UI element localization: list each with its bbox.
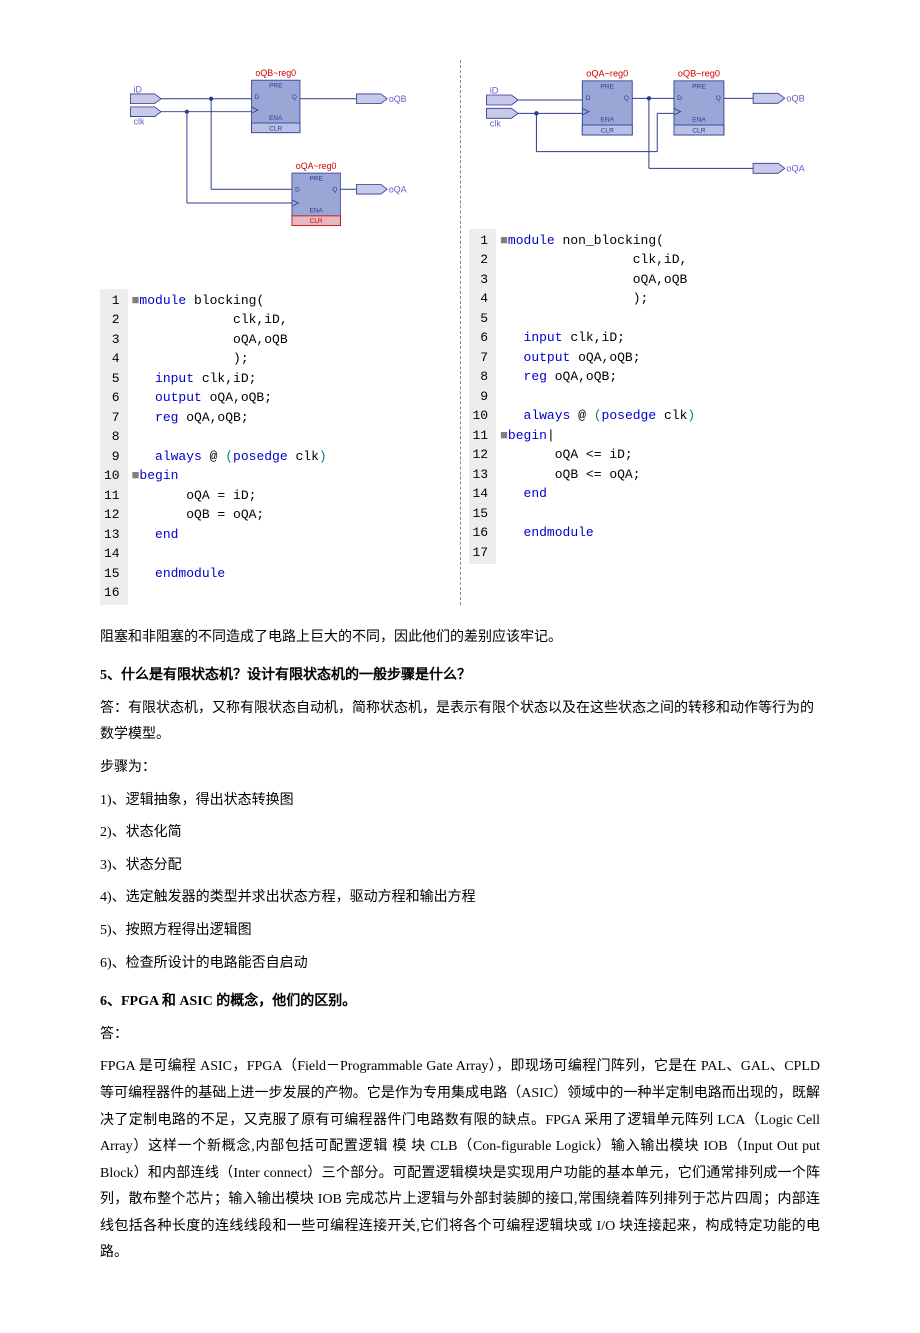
port-clk-r: clk bbox=[489, 119, 501, 129]
svg-text:ENA: ENA bbox=[309, 208, 323, 215]
port-iD-r: iD bbox=[489, 85, 498, 95]
svg-text:D: D bbox=[585, 95, 590, 102]
svg-text:Q: Q bbox=[332, 187, 337, 194]
svg-text:PRE: PRE bbox=[309, 175, 323, 182]
port-oQA-r: oQA bbox=[786, 164, 805, 174]
diagram-row: iD clk oQB~reg0 PRE D Q ENA CLR bbox=[100, 60, 820, 605]
svg-text:PRE: PRE bbox=[269, 82, 283, 89]
port-oQB: oQB bbox=[389, 94, 407, 104]
svg-text:PRE: PRE bbox=[600, 83, 614, 90]
svg-text:ENA: ENA bbox=[600, 117, 614, 124]
svg-text:D: D bbox=[255, 94, 260, 101]
svg-text:D: D bbox=[677, 95, 682, 102]
code-right-body: ■module non_blocking( clk,iD, oQA,oQB );… bbox=[496, 229, 820, 565]
column-divider bbox=[460, 60, 461, 605]
svg-text:D: D bbox=[295, 187, 300, 194]
svg-text:Q: Q bbox=[292, 94, 297, 101]
port-clk: clk bbox=[134, 117, 145, 127]
reg-bot-label: oQA~reg0 bbox=[296, 161, 337, 171]
q6-answer-label: 答： bbox=[100, 1022, 820, 1049]
right-schematic: iD clk oQA~reg0 PRE D Q ENA CLR bbox=[469, 60, 821, 221]
svg-text:CLR: CLR bbox=[310, 218, 323, 225]
svg-text:Q: Q bbox=[623, 95, 628, 102]
port-oQB-r: oQB bbox=[786, 94, 804, 104]
code-left: 1 2 3 4 5 6 7 8 9 10 11 12 13 14 15 16 ■… bbox=[100, 289, 452, 605]
svg-text:CLR: CLR bbox=[692, 128, 706, 135]
right-column: iD clk oQA~reg0 PRE D Q ENA CLR bbox=[469, 60, 821, 605]
q5-step: 1)、逻辑抽象，得出状态转换图 bbox=[100, 788, 820, 815]
port-iD: iD bbox=[134, 84, 142, 94]
svg-text:CLR: CLR bbox=[600, 128, 614, 135]
q5-steps-intro: 步骤为： bbox=[100, 755, 820, 782]
q5-step: 2)、状态化简 bbox=[100, 820, 820, 847]
code-left-gutter: 1 2 3 4 5 6 7 8 9 10 11 12 13 14 15 16 bbox=[100, 289, 128, 605]
svg-text:ENA: ENA bbox=[692, 117, 706, 124]
summary-paragraph: 阻塞和非阻塞的不同造成了电路上巨大的不同，因此他们的差别应该牢记。 bbox=[100, 625, 820, 652]
reg-right-label: oQB~reg0 bbox=[677, 69, 719, 79]
left-column: iD clk oQB~reg0 PRE D Q ENA CLR bbox=[100, 60, 452, 605]
q5-answer: 答：有限状态机，又称有限状态自动机，简称状态机，是表示有限个状态以及在这些状态之… bbox=[100, 696, 820, 749]
q5-step: 3)、状态分配 bbox=[100, 853, 820, 880]
code-right: 1 2 3 4 5 6 7 8 9 10 11 12 13 14 15 16 1… bbox=[469, 229, 821, 565]
svg-text:ENA: ENA bbox=[269, 115, 283, 122]
left-schematic: iD clk oQB~reg0 PRE D Q ENA CLR bbox=[100, 60, 452, 281]
reg-left-label: oQA~reg0 bbox=[586, 69, 628, 79]
svg-text:PRE: PRE bbox=[692, 83, 706, 90]
q5-heading: 5、什么是有限状态机？设计有限状态机的一般步骤是什么？ bbox=[100, 663, 820, 690]
port-oQA: oQA bbox=[389, 184, 407, 194]
reg-top-label: oQB~reg0 bbox=[255, 68, 296, 78]
q5-step: 5)、按照方程得出逻辑图 bbox=[100, 918, 820, 945]
q5-step: 6)、检查所设计的电路能否自启动 bbox=[100, 951, 820, 978]
code-left-body: ■module blocking( clk,iD, oQA,oQB ); inp… bbox=[128, 289, 452, 605]
svg-text:Q: Q bbox=[715, 95, 720, 102]
svg-text:CLR: CLR bbox=[269, 125, 282, 132]
q5-step: 4)、选定触发器的类型并求出状态方程，驱动方程和输出方程 bbox=[100, 885, 820, 912]
q5-steps-list: 1)、逻辑抽象，得出状态转换图 2)、状态化简 3)、状态分配 4)、选定触发器的类型… bbox=[100, 788, 820, 978]
q6-body: FPGA 是可编程 ASIC，FPGA（Field－Programmable G… bbox=[100, 1054, 820, 1267]
q6-heading: 6、FPGA 和 ASIC 的概念，他们的区别。 bbox=[100, 989, 820, 1016]
code-right-gutter: 1 2 3 4 5 6 7 8 9 10 11 12 13 14 15 16 1… bbox=[469, 229, 497, 565]
